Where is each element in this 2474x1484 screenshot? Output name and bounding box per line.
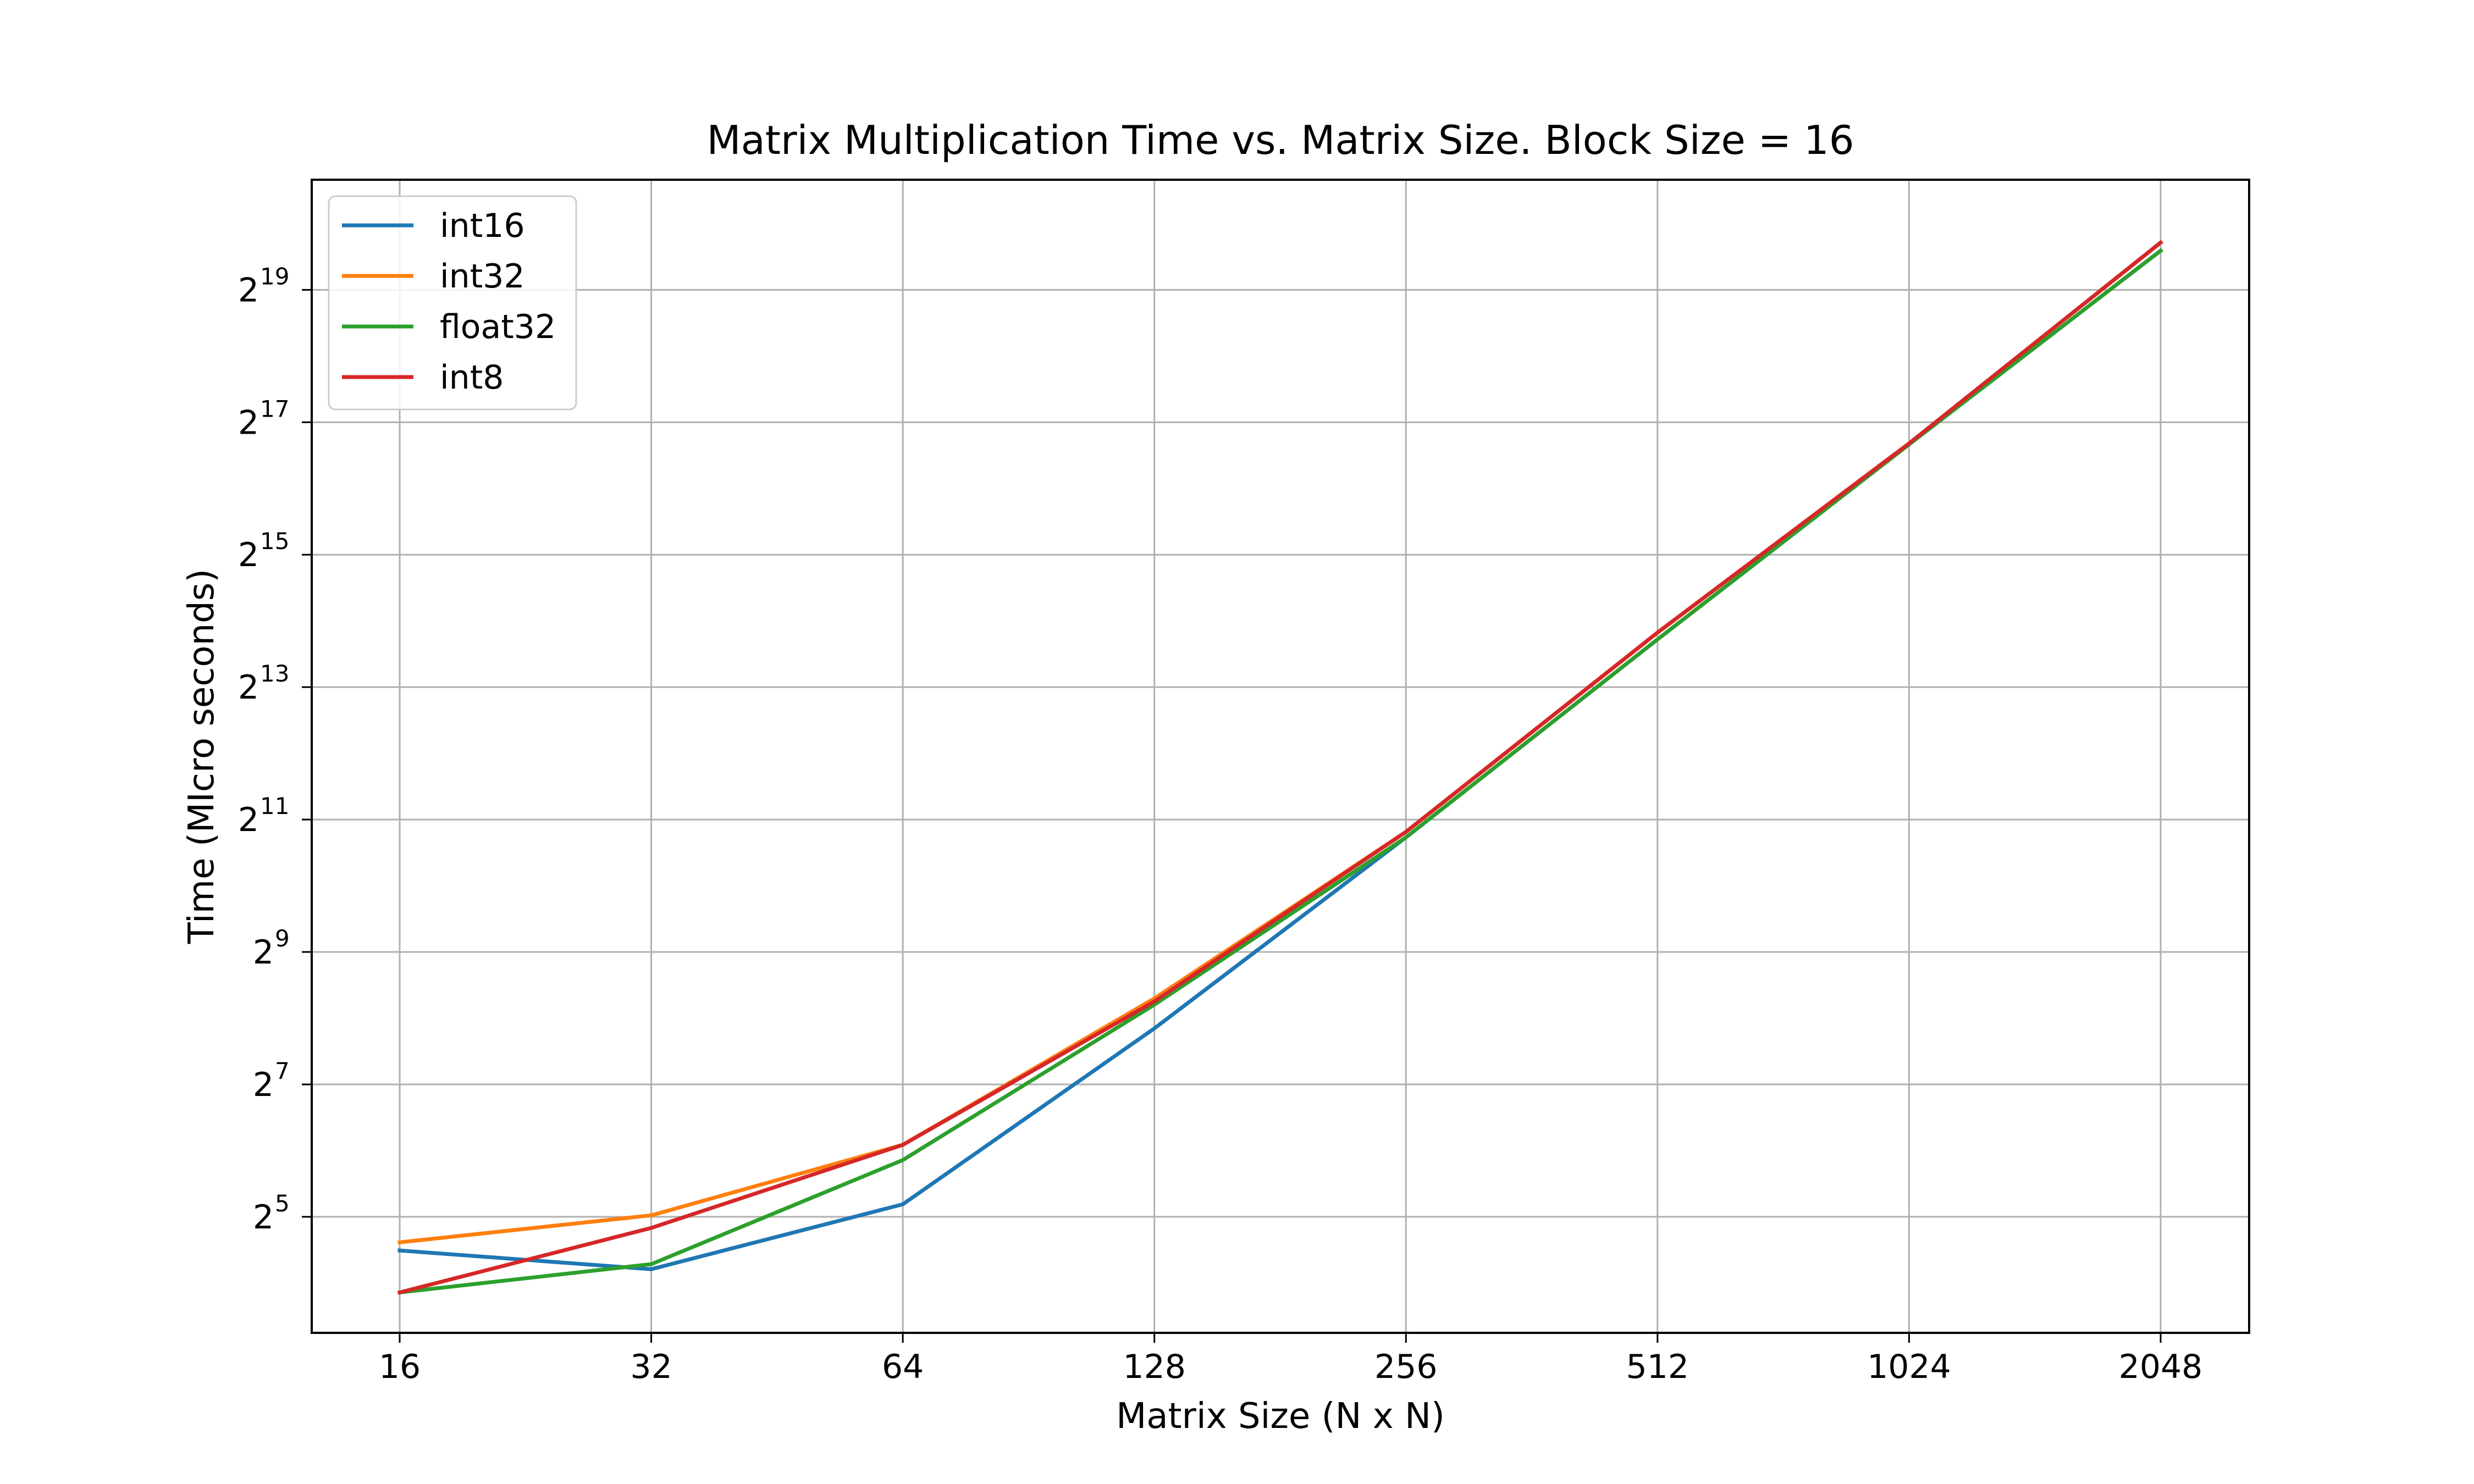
y-tick-exponent: 9	[275, 925, 290, 952]
y-tick-label: 2 13	[238, 660, 290, 707]
y-tick-exponent: 15	[260, 528, 289, 555]
x-tick-label: 32	[630, 1348, 672, 1386]
legend-label: int32	[440, 257, 525, 296]
plot-frame	[311, 179, 2250, 1334]
y-tick-exponent: 17	[260, 395, 289, 422]
y-tick-exponent: 11	[260, 793, 289, 819]
y-tick-base: 2	[253, 933, 274, 972]
y-tick-exponent: 19	[260, 263, 289, 290]
x-tick-label: 512	[1626, 1348, 1689, 1386]
y-tick-base: 2	[253, 1066, 274, 1104]
y-tick-base: 2	[238, 271, 259, 309]
y-tick-label: 2 11	[238, 793, 290, 839]
legend-label: int16	[440, 207, 525, 245]
legend-box	[328, 195, 577, 411]
y-tick-label: 2 17	[238, 395, 290, 442]
y-tick-base: 2	[238, 536, 259, 574]
y-tick-base: 2	[238, 801, 259, 839]
y-axis-label: Time (MIcro seconds)	[181, 569, 222, 944]
legend: int16 int32 float32 int8	[328, 195, 577, 411]
y-tick-label: 2 19	[238, 263, 290, 309]
y-axis-ticks: 2 52 72 92 112 132 152 172 19	[238, 263, 312, 1237]
y-tick-exponent: 13	[260, 660, 289, 687]
series-lines	[397, 240, 2163, 1295]
x-tick-label: 64	[882, 1348, 924, 1386]
y-tick-exponent: 7	[275, 1057, 290, 1084]
y-tick-exponent: 5	[275, 1190, 290, 1217]
x-axis-label: Matrix Size (N x N)	[1116, 1396, 1445, 1437]
x-tick-label: 16	[379, 1348, 421, 1386]
legend-label: float32	[440, 308, 556, 346]
y-tick-base: 2	[253, 1198, 274, 1237]
y-tick-label: 2 15	[238, 528, 290, 574]
series-line-int8	[397, 240, 2163, 1295]
x-axis-ticks: 16 32 64 128 256 512 1024 2048	[379, 1333, 2203, 1386]
y-tick-base: 2	[238, 668, 259, 707]
x-tick-label: 1024	[1867, 1348, 1951, 1386]
x-tick-label: 2048	[2119, 1348, 2203, 1386]
y-tick-base: 2	[238, 403, 259, 442]
chart-title: Matrix Multiplication Time vs. Matrix Si…	[706, 117, 1854, 163]
x-tick-label: 128	[1123, 1348, 1186, 1386]
legend-label: int8	[440, 358, 504, 397]
x-tick-label: 256	[1374, 1348, 1438, 1386]
